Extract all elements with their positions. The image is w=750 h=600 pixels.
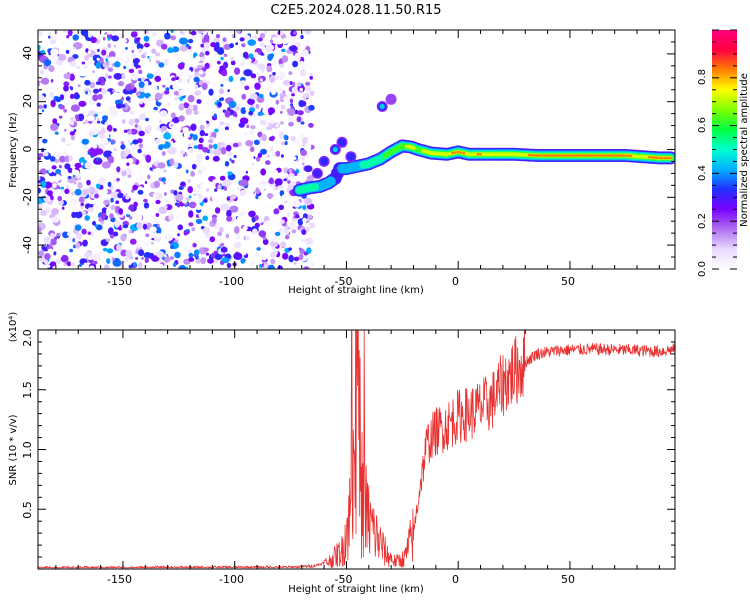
spectrogram-xlabel: Height of straight line (km)	[288, 285, 424, 296]
snr-ytick-3: 2.0	[21, 329, 34, 347]
colorbar-tick-2: 0.4	[697, 165, 708, 181]
snr-ticks	[38, 329, 675, 570]
colorbar: 0.0 0.2 0.4 0.6 0.8 Normalized spectral …	[697, 29, 750, 277]
colorbar-label: Normalized spectral amplitude	[739, 73, 750, 227]
spectrogram-ytick-2: 0	[21, 146, 34, 153]
snr-ylabel: SNR (10 * v/v)	[8, 414, 19, 485]
snr-ytick-0: 0.5	[21, 501, 34, 519]
spectrogram-xtick-0: -150	[107, 275, 132, 288]
spectrogram-ytick-0: -40	[21, 236, 34, 254]
spectrogram-xtick-3: 0	[452, 275, 459, 288]
snr-xtick-1: -100	[219, 573, 244, 586]
snr-ytick-1: 1.0	[21, 441, 34, 459]
spectrogram-signal-layer	[293, 93, 675, 197]
spectrogram-noise-layer	[38, 30, 315, 269]
colorbar-tick-1: 0.2	[697, 213, 708, 229]
colorbar-bar	[712, 30, 737, 269]
spectrogram-ytick-1: -20	[21, 188, 34, 206]
spectrogram-ytick-4: 40	[21, 46, 34, 60]
spectrogram-xtick-1: -100	[219, 275, 244, 288]
page-title: C2E5.2024.028.11.50.R15	[270, 3, 441, 18]
spectrogram-ytick-3: 20	[21, 94, 34, 108]
snr-multiplier: (x10⁴)	[8, 312, 19, 343]
spectrogram-xtick-4: 50	[561, 275, 575, 288]
snr-xlabel: Height of straight line (km)	[288, 584, 424, 595]
spectrogram-xtick-2: -50	[335, 275, 353, 288]
colorbar-tick-4: 0.8	[697, 69, 708, 85]
snr-xtick-0: -150	[107, 573, 132, 586]
spectrogram-panel: -150 -100 -50 0 50 Height of straight li…	[8, 29, 676, 296]
snr-panel: -150 -100 -50 0 50 Height of straight li…	[8, 312, 676, 595]
spectrogram-ylabel: Frequency (Hz)	[8, 112, 19, 188]
colorbar-tick-3: 0.6	[697, 117, 708, 133]
colorbar-tick-0: 0.0	[697, 261, 708, 277]
snr-ytick-2: 1.5	[21, 381, 34, 399]
colorbar-ticks	[712, 29, 737, 270]
snr-series-line	[38, 330, 675, 569]
snr-xtick-2: -50	[335, 573, 353, 586]
snr-xtick-3: 0	[452, 573, 459, 586]
snr-xtick-4: 50	[561, 573, 575, 586]
spectrogram-ticks	[38, 29, 675, 270]
